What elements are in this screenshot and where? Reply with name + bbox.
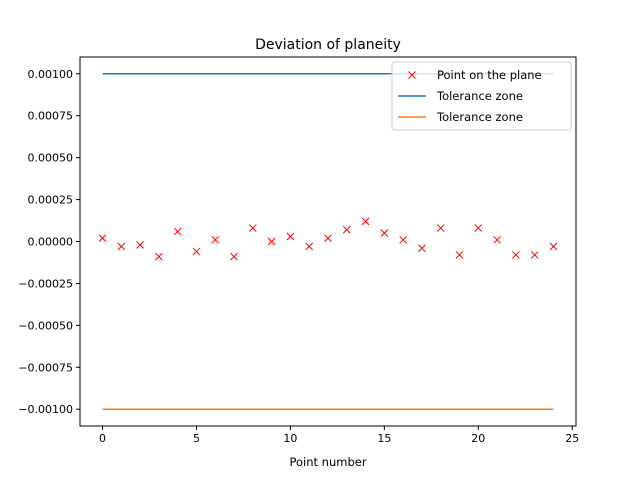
y-tick-label: 0.00025 bbox=[28, 194, 74, 207]
y-tick-label: 0.00050 bbox=[28, 152, 74, 165]
data-point-3 bbox=[155, 252, 163, 261]
x-tick-label: 10 bbox=[283, 432, 297, 445]
data-point-24 bbox=[549, 242, 558, 251]
x-tick-label: 25 bbox=[565, 432, 579, 445]
data-point-8 bbox=[248, 224, 257, 232]
y-ticks: 0.00100 0.00075 0.00050 0.00025 0.00000 −0.00… bbox=[18, 68, 80, 416]
legend-item-2: Tolerance zone bbox=[398, 110, 523, 124]
legend-box bbox=[391, 61, 572, 131]
x-tick-label: 5 bbox=[193, 432, 200, 445]
data-point-14 bbox=[361, 217, 370, 226]
data-point-22 bbox=[512, 251, 520, 259]
x-tick-label: 20 bbox=[471, 432, 485, 445]
legend-item-1: Tolerance zone bbox=[398, 89, 523, 103]
chart-title: Deviation of planeity bbox=[255, 37, 401, 53]
data-point-9 bbox=[267, 237, 276, 246]
y-tick-label: 0.00075 bbox=[28, 110, 74, 123]
data-point-12 bbox=[324, 234, 332, 242]
data-point-20 bbox=[474, 224, 483, 232]
legend-label: Point on the plane bbox=[437, 68, 542, 82]
x-tick-label: 0 bbox=[99, 432, 106, 445]
data-point-2 bbox=[136, 241, 144, 249]
data-point-13 bbox=[342, 225, 351, 234]
y-tick-label: 0.00100 bbox=[28, 68, 74, 81]
data-point-18 bbox=[436, 224, 445, 232]
data-point-11 bbox=[305, 242, 314, 251]
plot-marks bbox=[98, 73, 558, 410]
data-point-6 bbox=[211, 235, 220, 244]
legend-label: Tolerance zone bbox=[436, 110, 523, 124]
y-tick-label: −0.00050 bbox=[18, 319, 73, 332]
data-point-15 bbox=[380, 229, 389, 237]
data-point-19 bbox=[455, 251, 464, 259]
x-tick-label: 15 bbox=[377, 432, 391, 445]
data-point-1 bbox=[117, 242, 126, 251]
data-point-16 bbox=[399, 235, 408, 244]
data-point-17 bbox=[418, 244, 426, 253]
x-axis-label: Point number bbox=[289, 455, 366, 469]
legend-item-0: Point on the plane bbox=[408, 68, 542, 82]
data-point-21 bbox=[493, 235, 501, 244]
data-point-5 bbox=[192, 247, 201, 256]
data-point-23 bbox=[530, 251, 539, 259]
legend: Point on the plane Tolerance zone Toleranc… bbox=[391, 61, 572, 131]
y-tick-label: −0.00075 bbox=[18, 361, 73, 374]
y-tick-label: −0.00100 bbox=[18, 403, 73, 416]
legend-swatch bbox=[408, 71, 416, 79]
x-ticks: 0 5 10 15 20 25 bbox=[99, 426, 579, 445]
y-tick-label: 0.00000 bbox=[28, 236, 74, 249]
data-point-7 bbox=[230, 252, 238, 261]
legend-label: Tolerance zone bbox=[436, 89, 523, 103]
data-point-0 bbox=[98, 234, 107, 242]
y-tick-label: −0.00025 bbox=[18, 277, 73, 290]
data-point-4 bbox=[173, 227, 182, 236]
data-point-10 bbox=[286, 232, 295, 241]
